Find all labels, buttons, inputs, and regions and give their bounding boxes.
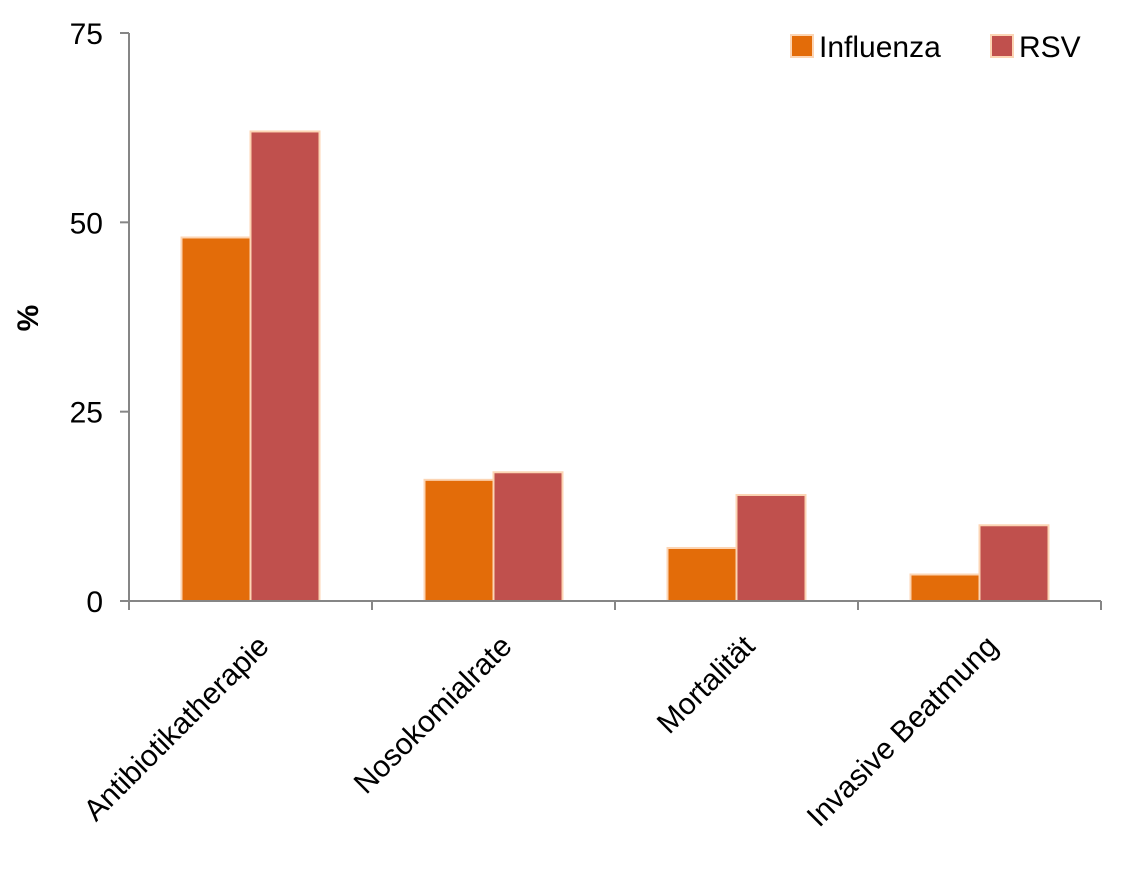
y-tick-label: 0 bbox=[86, 586, 103, 619]
legend-label-influenza: Influenza bbox=[819, 31, 941, 64]
bar-influenza-4 bbox=[909, 573, 981, 603]
y-axis-title: % bbox=[12, 305, 45, 332]
bar-rsv-1 bbox=[249, 130, 321, 602]
bar-rsv-2 bbox=[492, 471, 564, 602]
bar-influenza-2 bbox=[423, 478, 495, 602]
bar-influenza-3 bbox=[666, 546, 738, 603]
x-category-label: Nosokomialrate bbox=[348, 630, 519, 801]
legend-swatch-rsv bbox=[990, 34, 1014, 58]
y-tick-label: 75 bbox=[70, 18, 103, 51]
bar-influenza-1 bbox=[180, 236, 252, 602]
bar-rsv-4 bbox=[978, 524, 1050, 602]
bars-layer bbox=[180, 130, 1050, 603]
legend-label-rsv: RSV bbox=[1019, 31, 1081, 64]
x-category-label: Antibiotikatherapie bbox=[78, 630, 276, 828]
x-ticks: Antibiotikatherapie Nosokomialrate Mortali… bbox=[78, 601, 1102, 834]
legend: Influenza RSV bbox=[790, 31, 1081, 64]
legend-swatch-influenza bbox=[790, 34, 814, 58]
bar-rsv-3 bbox=[735, 493, 807, 602]
y-ticks: 0 25 50 75 bbox=[70, 18, 129, 619]
y-tick-label: 25 bbox=[70, 397, 103, 430]
x-category-label: Invasive Beatmung bbox=[801, 630, 1005, 834]
x-category-label: Mortalität bbox=[651, 629, 762, 740]
y-tick-label: 50 bbox=[70, 207, 103, 240]
